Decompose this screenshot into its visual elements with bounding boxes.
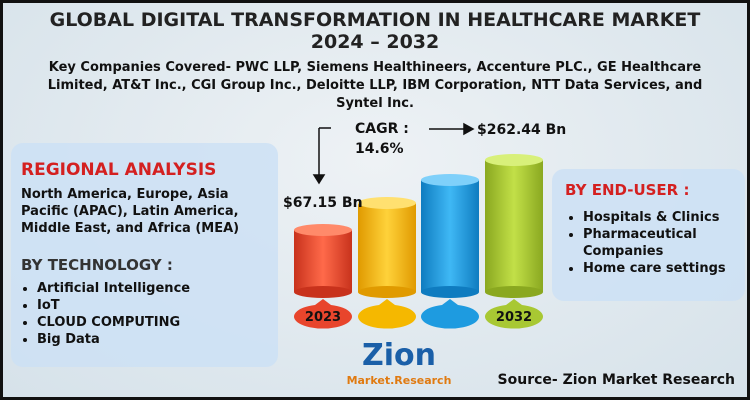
list-item: Home care settings (583, 260, 747, 277)
years: 2024 – 2032 (310, 31, 440, 53)
cagr-value: 14.6% (355, 141, 404, 157)
regional-title: REGIONAL ANALYSIS (21, 160, 217, 180)
arrows (312, 122, 475, 185)
year-markers (294, 299, 544, 329)
end-user-title: BY END-USER : (565, 181, 690, 199)
technology-list: Artificial IntelligenceIoTCLOUD COMPUTIN… (17, 280, 190, 348)
source: Source- Zion Market Research (498, 372, 735, 388)
cylinders (294, 154, 543, 298)
regional-text: North America, Europe, Asia Pacific (APA… (21, 187, 240, 236)
list-item: IoT (37, 297, 190, 314)
start-year: 2023 (305, 310, 341, 325)
list-item: Artificial Intelligence (37, 280, 190, 297)
list-item: Hospitals & Clinics (583, 209, 747, 226)
end-user-list: Hospitals & ClinicsPharmaceutical Compan… (563, 209, 747, 277)
cagr-label: CAGR : (355, 121, 409, 137)
list-item: Pharmaceutical Companies (583, 226, 747, 260)
end-year: 2032 (496, 310, 532, 325)
right-panel (552, 169, 745, 301)
logo-name: Zion (362, 338, 436, 373)
graphic: 2023 2032 CAGR : 14.6% $67.15 Bn $262.44… (283, 121, 735, 388)
list-item: Big Data (37, 331, 190, 348)
header: GLOBAL DIGITAL TRANSFORMATION IN HEALTHC… (3, 9, 747, 53)
title: GLOBAL DIGITAL TRANSFORMATION IN HEALTHC… (49, 9, 701, 31)
companies: Key Companies Covered- PWC LLP, Siemens … (47, 60, 703, 111)
left-panel (11, 143, 278, 367)
logo-sub: Market.Research (347, 374, 452, 387)
list-item: CLOUD COMPUTING (37, 314, 190, 331)
technology-title: BY TECHNOLOGY : (21, 256, 173, 274)
start-value: $67.15 Bn (283, 195, 363, 211)
end-value: $262.44 Bn (477, 122, 566, 138)
